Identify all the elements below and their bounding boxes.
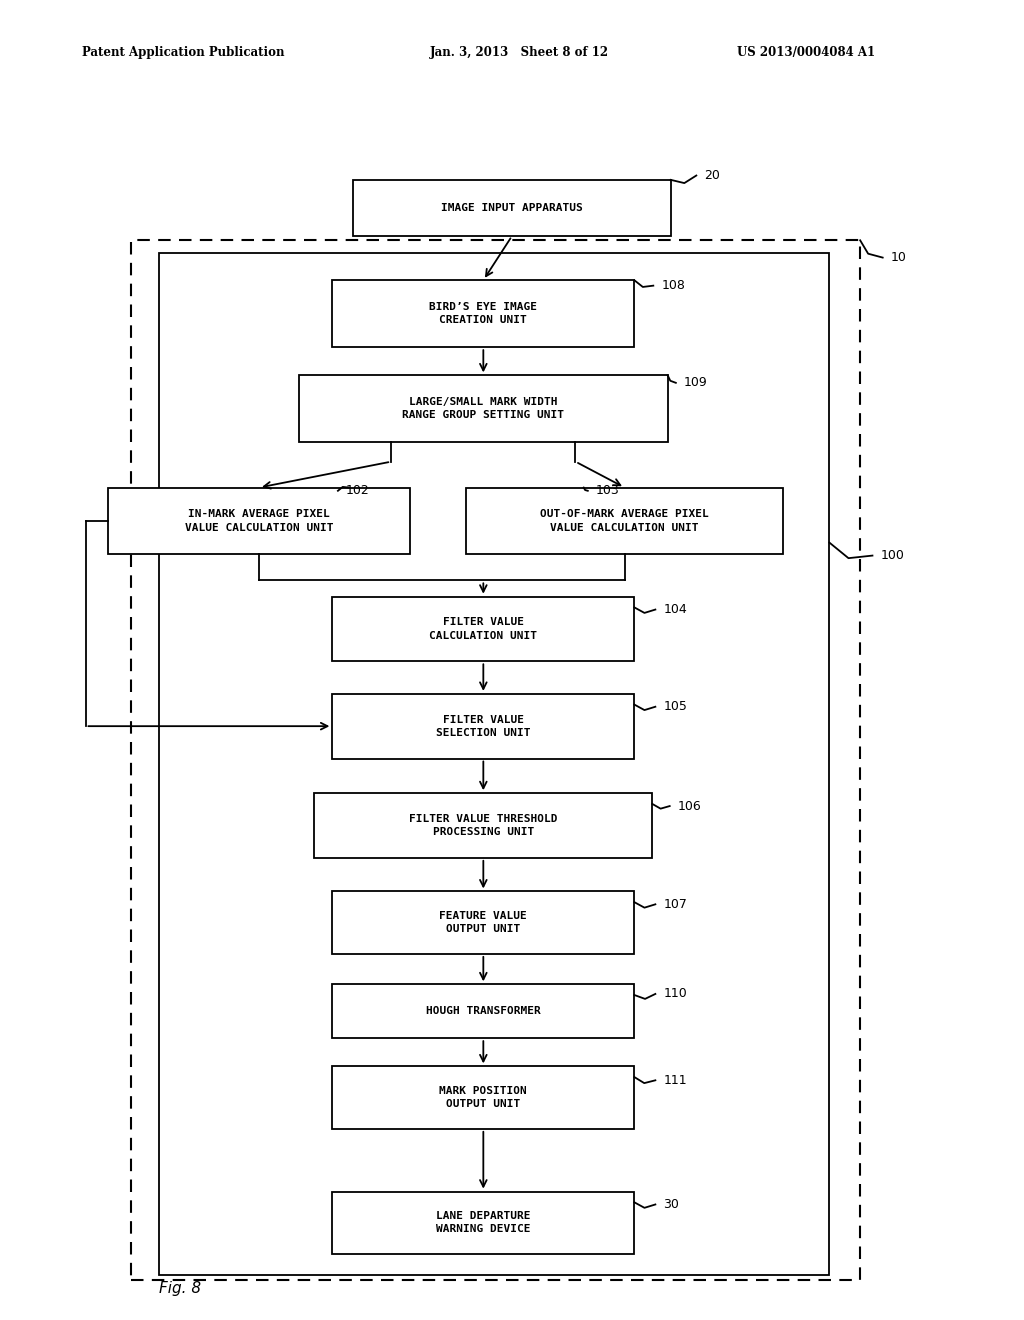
Text: LANE DEPARTURE
WARNING DEVICE: LANE DEPARTURE WARNING DEVICE <box>436 1212 530 1234</box>
Bar <box>332 597 634 661</box>
Bar <box>332 694 634 759</box>
Text: FILTER VALUE THRESHOLD
PROCESSING UNIT: FILTER VALUE THRESHOLD PROCESSING UNIT <box>409 814 558 837</box>
Text: 106: 106 <box>678 800 701 813</box>
Bar <box>109 487 410 554</box>
Text: Fig. 8: Fig. 8 <box>159 1282 201 1296</box>
Text: 105: 105 <box>664 700 687 713</box>
Text: Jan. 3, 2013   Sheet 8 of 12: Jan. 3, 2013 Sheet 8 of 12 <box>430 46 609 59</box>
Text: 108: 108 <box>662 279 685 292</box>
Bar <box>159 253 829 1275</box>
Text: 20: 20 <box>705 169 721 182</box>
Text: 10: 10 <box>891 251 907 264</box>
Bar <box>466 487 783 554</box>
Text: MARK POSITION
OUTPUT UNIT: MARK POSITION OUTPUT UNIT <box>439 1086 527 1109</box>
Text: 102: 102 <box>346 484 370 498</box>
Bar <box>332 1192 634 1254</box>
Bar <box>299 375 668 442</box>
Bar <box>332 1067 634 1129</box>
Text: LARGE/SMALL MARK WIDTH
RANGE GROUP SETTING UNIT: LARGE/SMALL MARK WIDTH RANGE GROUP SETTI… <box>402 397 564 420</box>
Text: 107: 107 <box>664 898 687 911</box>
Text: 109: 109 <box>684 376 708 389</box>
Bar <box>131 240 860 1280</box>
Text: FILTER VALUE
CALCULATION UNIT: FILTER VALUE CALCULATION UNIT <box>429 618 538 640</box>
Text: HOUGH TRANSFORMER: HOUGH TRANSFORMER <box>426 1006 541 1016</box>
Bar <box>332 891 634 954</box>
Text: IMAGE INPUT APPARATUS: IMAGE INPUT APPARATUS <box>441 203 583 213</box>
Text: 100: 100 <box>881 549 904 562</box>
Text: Patent Application Publication: Patent Application Publication <box>82 46 285 59</box>
Text: IN-MARK AVERAGE PIXEL
VALUE CALCULATION UNIT: IN-MARK AVERAGE PIXEL VALUE CALCULATION … <box>184 510 334 533</box>
Text: FEATURE VALUE
OUTPUT UNIT: FEATURE VALUE OUTPUT UNIT <box>439 911 527 935</box>
Text: FILTER VALUE
SELECTION UNIT: FILTER VALUE SELECTION UNIT <box>436 714 530 738</box>
Text: OUT-OF-MARK AVERAGE PIXEL
VALUE CALCULATION UNIT: OUT-OF-MARK AVERAGE PIXEL VALUE CALCULAT… <box>541 510 709 533</box>
Bar <box>353 180 671 236</box>
Bar <box>332 280 634 347</box>
Bar <box>314 793 652 858</box>
Text: 30: 30 <box>664 1199 680 1210</box>
Text: BIRD’S EYE IMAGE
CREATION UNIT: BIRD’S EYE IMAGE CREATION UNIT <box>429 302 538 325</box>
Text: 104: 104 <box>664 603 687 616</box>
Text: 103: 103 <box>596 484 620 498</box>
Text: 111: 111 <box>664 1073 687 1086</box>
Text: US 2013/0004084 A1: US 2013/0004084 A1 <box>737 46 876 59</box>
Bar <box>332 985 634 1039</box>
Text: 110: 110 <box>664 987 687 1001</box>
